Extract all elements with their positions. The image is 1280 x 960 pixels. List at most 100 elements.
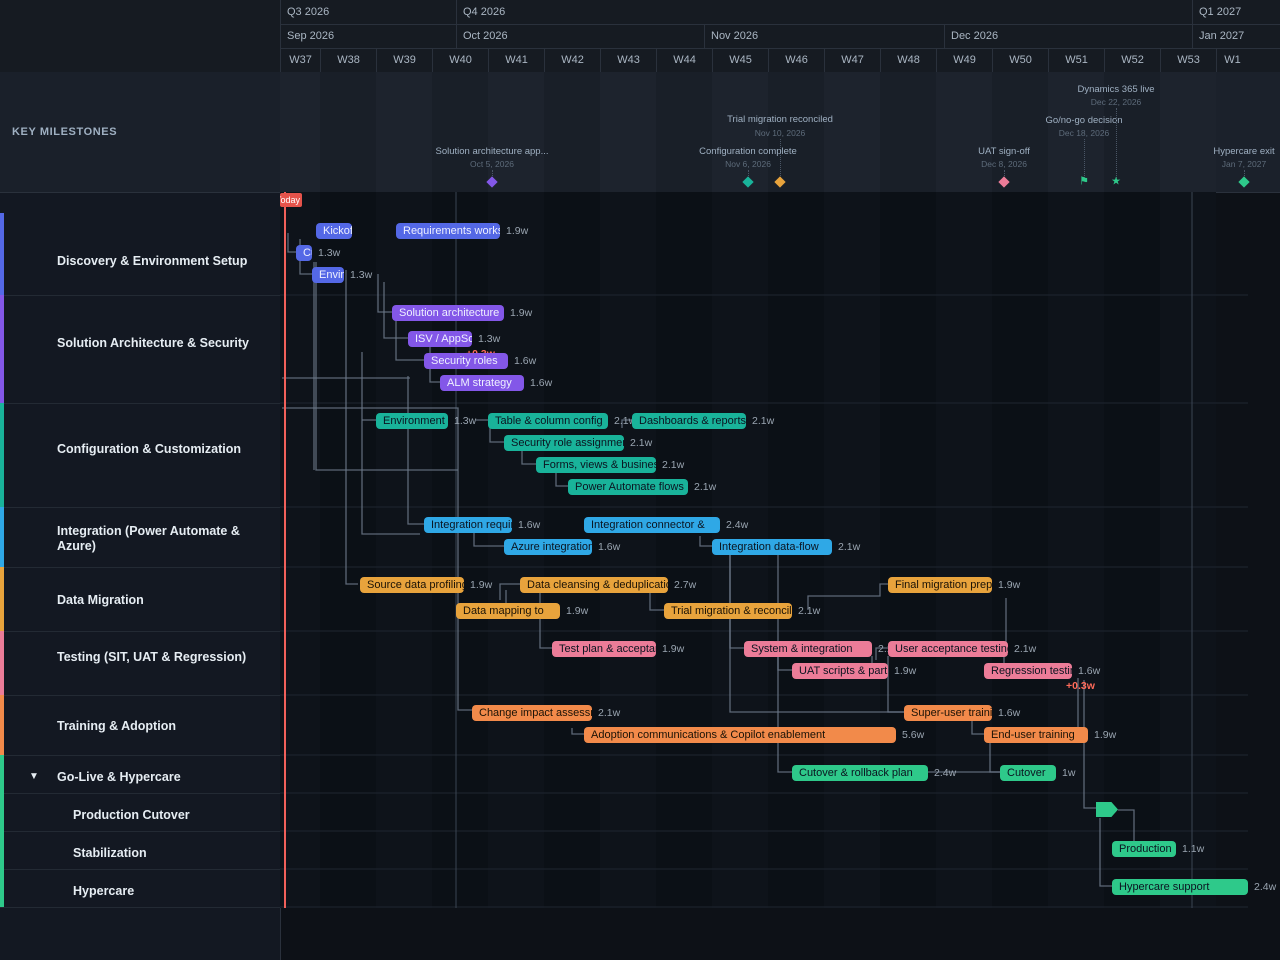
milestone-diamond-icon[interactable] xyxy=(1238,176,1250,188)
group-label: Go-Live & Hypercare xyxy=(57,770,181,784)
task-duration: 2.1w xyxy=(838,541,861,553)
week-column xyxy=(432,72,488,192)
group-label: Production Cutover xyxy=(73,808,190,822)
task-duration: 1.6w xyxy=(518,519,541,531)
week-column xyxy=(1104,72,1160,192)
milestone-stem xyxy=(1116,108,1117,178)
month-label: Oct 2026 xyxy=(456,24,704,48)
dependency-connector xyxy=(571,728,584,735)
task-name: User acceptance testing xyxy=(895,643,1008,655)
task-name: ISV / AppSource xyxy=(415,333,472,345)
task-bar[interactable]: Data mapping to xyxy=(456,603,560,619)
task-bar[interactable]: Azure integration xyxy=(504,539,592,555)
week-column xyxy=(880,72,936,192)
collapse-caret-icon[interactable]: ▼ xyxy=(29,771,39,782)
task-name: Change impact assessment xyxy=(479,707,592,719)
task-bar[interactable]: Change impact assessment xyxy=(472,705,592,721)
week-column xyxy=(280,192,320,908)
milestone-stem xyxy=(748,170,749,178)
task-duration: 1.6w xyxy=(998,707,1021,719)
group-row[interactable]: Production Cutover xyxy=(0,793,280,832)
task-bar[interactable]: Dashboards & reports xyxy=(632,413,746,429)
task-bar[interactable]: Integration data-flow xyxy=(712,539,832,555)
grid-background xyxy=(280,192,1248,908)
task-duration: 1.6w xyxy=(598,541,621,553)
group-row[interactable]: Integration (Power Automate & Azure) xyxy=(0,507,280,568)
task-name: Power Automate flows xyxy=(575,481,684,493)
group-row[interactable]: ▼ Go-Live & Hypercare xyxy=(0,755,280,794)
week-label: W1 xyxy=(1216,48,1248,72)
task-bar[interactable]: ISV / AppSource xyxy=(408,331,472,347)
task-name: Super-user training xyxy=(911,707,992,719)
milestone-stem xyxy=(492,170,493,178)
milestone-star-icon[interactable]: ★ xyxy=(1111,175,1121,188)
task-bar[interactable]: Security roles xyxy=(424,353,508,369)
task-bar[interactable]: Table & column config xyxy=(488,413,608,429)
task-bar[interactable]: ALM strategy xyxy=(440,375,524,391)
task-bar[interactable]: Integration connector & xyxy=(584,517,720,533)
task-bar[interactable]: Kickoff xyxy=(316,223,352,239)
group-row[interactable]: Discovery & Environment Setup xyxy=(0,213,280,296)
milestone-label: Dynamics 365 live xyxy=(1077,84,1155,95)
dependency-connector xyxy=(361,352,420,535)
task-bar[interactable]: Cutover xyxy=(1000,765,1056,781)
task-name: Hypercare support xyxy=(1119,881,1210,893)
task-bar[interactable]: Solution architecture xyxy=(392,305,504,321)
task-name: Integration requirements xyxy=(431,519,512,531)
task-bar[interactable]: Cutover & rollback plan xyxy=(792,765,928,781)
task-bar[interactable]: Regression testing xyxy=(984,663,1072,679)
task-bar[interactable]: Super-user training xyxy=(904,705,992,721)
task-bar[interactable]: Forms, views & business xyxy=(536,457,656,473)
task-duration: 1w xyxy=(1062,767,1076,779)
week-column xyxy=(1104,192,1160,908)
task-bar[interactable]: Test plan & acceptance xyxy=(552,641,656,657)
milestone-label: Go/no-go decision xyxy=(1045,115,1123,126)
task-bar[interactable]: Final migration prep xyxy=(888,577,992,593)
task-bar[interactable]: Source data profiling xyxy=(360,577,464,593)
task-bar[interactable]: Integration requirements xyxy=(424,517,512,533)
task-bar[interactable]: Power Automate flows xyxy=(568,479,688,495)
slip-indicator: +0.3w xyxy=(1066,680,1095,692)
group-color-bar xyxy=(0,403,4,507)
task-name: Cutover xyxy=(1007,767,1046,779)
task-name: ALM strategy xyxy=(447,377,512,389)
task-bar[interactable]: UAT scripts & participants xyxy=(792,663,888,679)
task-bar[interactable]: Adoption communications & Copilot enable… xyxy=(584,727,896,743)
group-row[interactable]: Solution Architecture & Security xyxy=(0,295,280,404)
task-bar[interactable]: Environment xyxy=(376,413,448,429)
task-name: Azure integration xyxy=(511,541,592,553)
week-label: W47 xyxy=(824,48,880,72)
group-label: Solution Architecture & Security xyxy=(57,336,249,350)
go-live-marker-icon[interactable] xyxy=(1096,802,1118,817)
task-bar[interactable]: Requirements workshops xyxy=(396,223,500,239)
left-panel: KEY MILESTONES Discovery & Environment S… xyxy=(0,0,281,960)
task-bar[interactable]: User acceptance testing xyxy=(888,641,1008,657)
group-row[interactable]: Testing (SIT, UAT & Regression) xyxy=(0,631,280,696)
milestone-label: Hypercare exit xyxy=(1213,146,1275,157)
task-bar[interactable]: Security role assignment xyxy=(504,435,624,451)
task-bar[interactable]: Data cleansing & deduplication xyxy=(520,577,668,593)
group-row[interactable]: Hypercare xyxy=(0,869,280,908)
task-duration: 2.1w xyxy=(694,481,717,493)
task-bar[interactable]: Hypercare support xyxy=(1112,879,1248,895)
group-label: Hypercare xyxy=(73,884,135,898)
group-row[interactable]: Configuration & Customization xyxy=(0,403,280,508)
task-bar[interactable]: Current-state xyxy=(296,245,312,261)
milestone-label: Configuration complete xyxy=(699,146,797,157)
task-duration: 2.4w xyxy=(1254,881,1277,893)
milestones-band: Solution architecture app... Oct 5, 2026 T… xyxy=(280,72,1280,193)
task-bar[interactable]: Production xyxy=(1112,841,1176,857)
group-color-bar xyxy=(0,869,4,907)
task-bar[interactable]: End-user training xyxy=(984,727,1088,743)
quarter-label: Q3 2026 xyxy=(280,0,456,24)
group-row[interactable]: Stabilization xyxy=(0,831,280,870)
task-bar[interactable]: System & integration xyxy=(744,641,872,657)
task-duration: 1.9w xyxy=(998,579,1021,591)
group-row[interactable]: Data Migration xyxy=(0,567,280,632)
milestone-flag-icon[interactable]: ⚑ xyxy=(1079,175,1089,188)
group-row[interactable]: Training & Adoption xyxy=(0,695,280,756)
task-bar[interactable]: Environment xyxy=(312,267,344,283)
milestone-stem xyxy=(1084,139,1085,178)
milestone-date: Dec 18, 2026 xyxy=(1058,128,1110,138)
task-bar[interactable]: Trial migration & reconciliation xyxy=(664,603,792,619)
